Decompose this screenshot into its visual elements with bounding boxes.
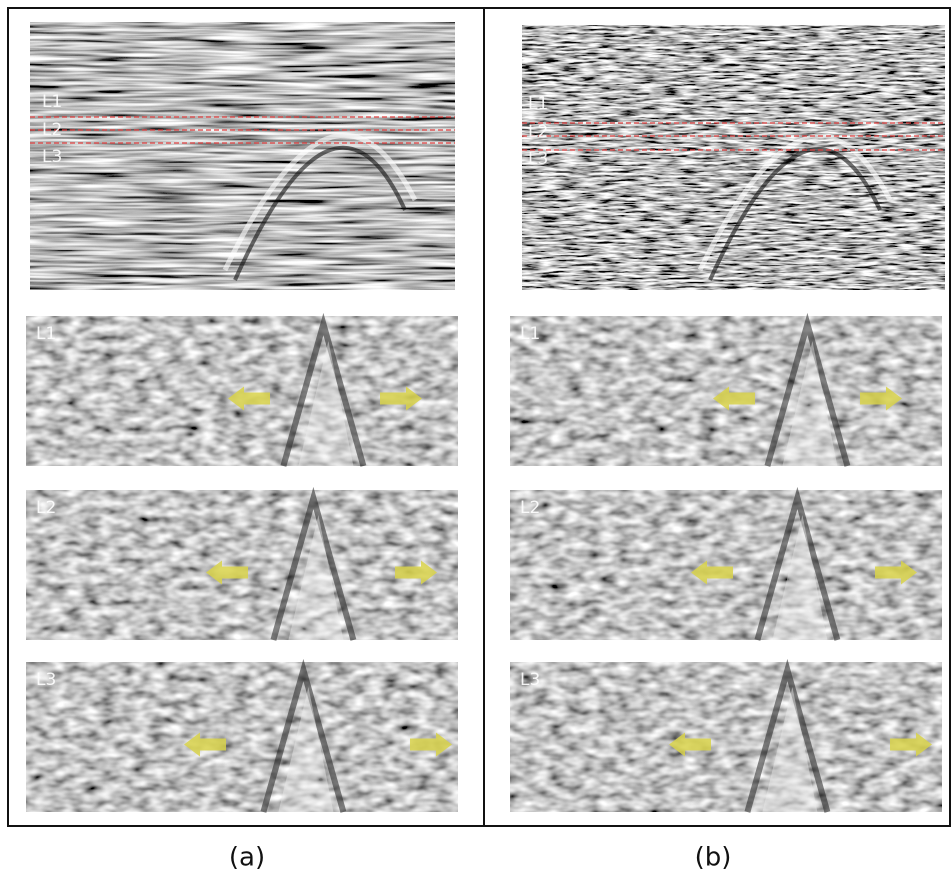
target-bright [298,341,354,466]
target-shadow [764,312,851,467]
arrow [875,560,917,585]
arrow [410,732,452,757]
arrow [395,560,437,585]
frame [7,7,951,827]
target-bright [762,687,818,812]
slice-image [26,490,458,640]
profile-label: L2 [42,120,62,140]
profile-label: L1 [528,94,548,114]
slice-label: L3 [520,670,540,690]
slice-label: L2 [36,498,56,518]
profile-label: L3 [528,149,548,169]
target-bright [288,515,344,640]
hyperbola [222,132,418,272]
target-shadow [280,312,367,467]
slice-image [510,662,942,812]
arrow [890,732,932,757]
slice-label: L1 [520,324,540,344]
arrow [669,732,711,757]
profile-image [30,22,455,290]
arrow [228,386,270,411]
panel-caption: (a) [229,843,265,873]
target-shadow [754,486,841,641]
slice-label: L2 [520,498,540,518]
target-shadow [260,658,347,813]
arrow [184,732,226,757]
arrow [860,386,902,411]
arrow [206,560,248,585]
target-shadow [270,486,357,641]
arrow [380,386,422,411]
slice-label: L3 [36,670,56,690]
hyperbola [233,145,407,281]
slice-image [26,662,458,812]
target-bright [772,515,828,640]
target-bright [782,341,838,466]
arrow [713,386,755,411]
profile-label: L3 [42,147,62,167]
target-shadow [744,658,831,813]
slice-label: L1 [36,324,56,344]
panel-caption: (b) [695,843,732,873]
slice-image [510,490,942,640]
hyperbola [708,147,882,281]
profile-image [522,25,945,290]
profile-label: L1 [42,92,62,112]
profile-label: L2 [528,122,548,142]
target-bright [278,687,334,812]
hyperbola [697,134,893,272]
arrow [691,560,733,585]
